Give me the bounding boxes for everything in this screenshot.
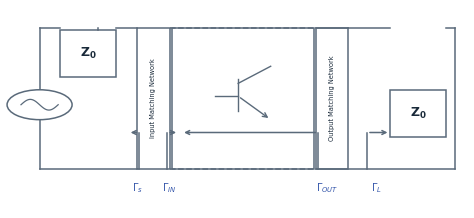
Bar (316, 28, 348, 169)
Bar (61, 30, 116, 77)
Bar (390, 90, 446, 137)
Text: Input Matching Network: Input Matching Network (150, 58, 156, 138)
Bar (172, 28, 314, 169)
Text: $\Gamma_L$: $\Gamma_L$ (371, 182, 382, 196)
Text: $\Gamma_{IN}$: $\Gamma_{IN}$ (163, 182, 177, 196)
Bar (137, 28, 170, 169)
Text: $\mathbf{Z_0}$: $\mathbf{Z_0}$ (410, 106, 427, 121)
Text: $\mathbf{Z_0}$: $\mathbf{Z_0}$ (80, 46, 97, 61)
Text: Output Matching Network: Output Matching Network (329, 56, 335, 141)
Text: $\Gamma_s$: $\Gamma_s$ (132, 182, 143, 196)
Circle shape (7, 90, 72, 120)
Text: $\Gamma_{OUT}$: $\Gamma_{OUT}$ (316, 182, 339, 196)
